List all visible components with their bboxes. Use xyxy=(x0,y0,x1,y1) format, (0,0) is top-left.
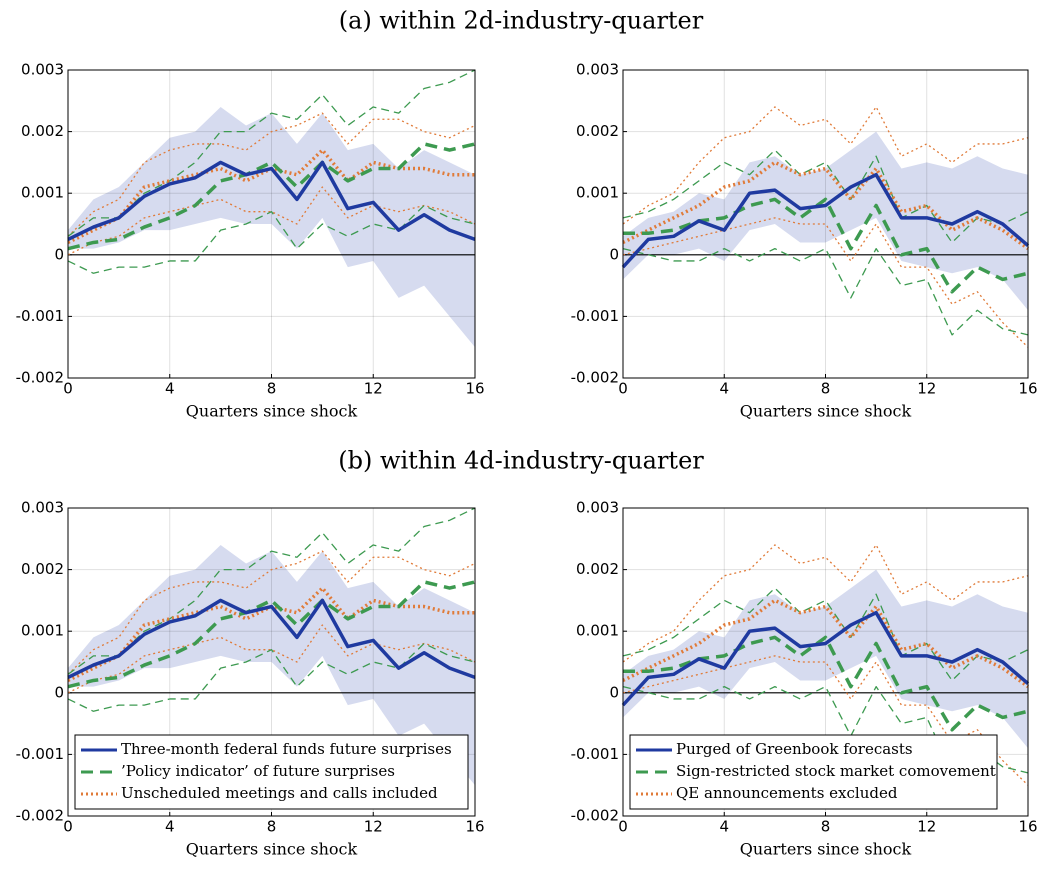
series-line xyxy=(622,598,1030,689)
y-tick-label: -0.001 xyxy=(571,307,619,325)
x-tick-label: 4 xyxy=(165,818,175,836)
y-tick-label: 0 xyxy=(54,245,64,263)
plot-frame xyxy=(67,69,476,379)
legend: Three-month federal funds future surpris… xyxy=(74,734,469,810)
x-tick-label: 4 xyxy=(719,818,729,836)
series-line xyxy=(67,550,476,675)
section-title: (b) within 4d-industry-quarter xyxy=(338,447,704,475)
y-tick-label: 0.003 xyxy=(21,61,64,79)
y-tick-label: 0 xyxy=(609,245,619,263)
confidence-band xyxy=(623,131,1028,311)
x-tick-label: 8 xyxy=(821,818,831,836)
y-tick-label: -0.002 xyxy=(571,369,619,387)
y-tick-label: -0.002 xyxy=(16,369,64,387)
y-tick-label: 0.002 xyxy=(576,560,619,578)
x-axis-label: Quarters since shock xyxy=(740,402,912,421)
y-tick-label: 0.002 xyxy=(576,122,619,140)
x-axis-label: Quarters since shock xyxy=(186,402,358,421)
series-line xyxy=(67,642,476,712)
y-tick-label: -0.001 xyxy=(571,745,619,763)
legend-label: ’Policy indicator’ of future surprises xyxy=(121,762,395,780)
series-line xyxy=(67,160,476,242)
y-tick-label: 0.001 xyxy=(576,622,619,640)
y-tick-label: 0 xyxy=(609,683,619,701)
y-tick-label: 0.002 xyxy=(21,560,64,578)
plot-frame xyxy=(622,69,1029,379)
y-tick-label: 0.001 xyxy=(21,184,64,202)
series-line xyxy=(621,610,1030,707)
x-tick-label: 12 xyxy=(364,380,383,398)
x-tick-label: 4 xyxy=(165,380,175,398)
plot-frame xyxy=(622,507,1029,817)
legend-box xyxy=(629,734,998,810)
series-line xyxy=(622,160,1030,251)
y-tick-label: 0.003 xyxy=(576,61,619,79)
series-line xyxy=(622,106,1029,225)
panel: 0 4 8 12 16 -0.002 -0.001 0 0.001 0.002 0.003 Quart… xyxy=(571,61,1038,421)
confidence-band xyxy=(623,569,1028,749)
y-tick-label: 0.003 xyxy=(21,499,64,517)
x-tick-label: 0 xyxy=(618,818,628,836)
series-line xyxy=(67,624,476,694)
plot-frame xyxy=(67,507,476,817)
x-tick-label: 12 xyxy=(917,380,936,398)
x-tick-label: 0 xyxy=(63,380,73,398)
legend: Purged of Greenbook forecasts Sign-restri… xyxy=(629,734,998,810)
x-tick-label: 16 xyxy=(465,818,484,836)
y-tick-label: 0 xyxy=(54,683,64,701)
series-line xyxy=(622,544,1029,663)
series-line xyxy=(67,112,476,237)
section-title: (a) within 2d-industry-quarter xyxy=(339,7,704,35)
series-line xyxy=(67,598,476,680)
x-tick-label: 12 xyxy=(364,818,383,836)
x-tick-label: 8 xyxy=(267,818,277,836)
legend-label: QE announcements excluded xyxy=(676,784,898,802)
series-line xyxy=(622,217,1029,348)
y-tick-label: 0.001 xyxy=(21,622,64,640)
legend-label: Unscheduled meetings and calls included xyxy=(121,784,438,802)
x-tick-label: 12 xyxy=(917,818,936,836)
legend-label: Three-month federal funds future surpris… xyxy=(121,740,452,758)
y-tick-label: -0.001 xyxy=(16,745,64,763)
confidence-band xyxy=(68,544,475,786)
series-line xyxy=(623,197,1029,294)
x-tick-label: 8 xyxy=(267,380,277,398)
x-axis-label: Quarters since shock xyxy=(186,840,358,859)
series-line xyxy=(621,172,1030,269)
series-line xyxy=(67,204,476,274)
x-tick-label: 16 xyxy=(1018,380,1037,398)
panel: 0 4 8 12 16 -0.002 -0.001 0 0.001 0.002 0.003 Quart… xyxy=(16,499,485,859)
y-tick-label: 0.003 xyxy=(576,499,619,517)
x-tick-label: 16 xyxy=(465,380,484,398)
x-tick-label: 4 xyxy=(719,380,729,398)
y-tick-label: -0.001 xyxy=(16,307,64,325)
x-tick-label: 16 xyxy=(1018,818,1037,836)
x-tick-label: 8 xyxy=(821,380,831,398)
series-line xyxy=(67,186,476,256)
x-tick-label: 0 xyxy=(618,380,628,398)
x-axis-label: Quarters since shock xyxy=(740,840,912,859)
panel: 0 4 8 12 16 -0.002 -0.001 0 0.001 0.002 0.003 Quart… xyxy=(571,499,1038,859)
y-tick-label: -0.002 xyxy=(16,807,64,825)
panel: 0 4 8 12 16 -0.002 -0.001 0 0.001 0.002 0.003 Quart… xyxy=(16,61,485,421)
y-tick-label: 0.001 xyxy=(576,184,619,202)
legend-label: Purged of Greenbook forecasts xyxy=(676,740,913,758)
series-line xyxy=(622,247,1029,336)
y-tick-label: -0.002 xyxy=(571,807,619,825)
legend-label: Sign-restricted stock market comovement xyxy=(676,762,996,780)
confidence-band xyxy=(68,106,475,348)
y-tick-label: 0.002 xyxy=(21,122,64,140)
series-line xyxy=(623,635,1029,732)
legend-box xyxy=(74,734,469,810)
x-tick-label: 0 xyxy=(63,818,73,836)
